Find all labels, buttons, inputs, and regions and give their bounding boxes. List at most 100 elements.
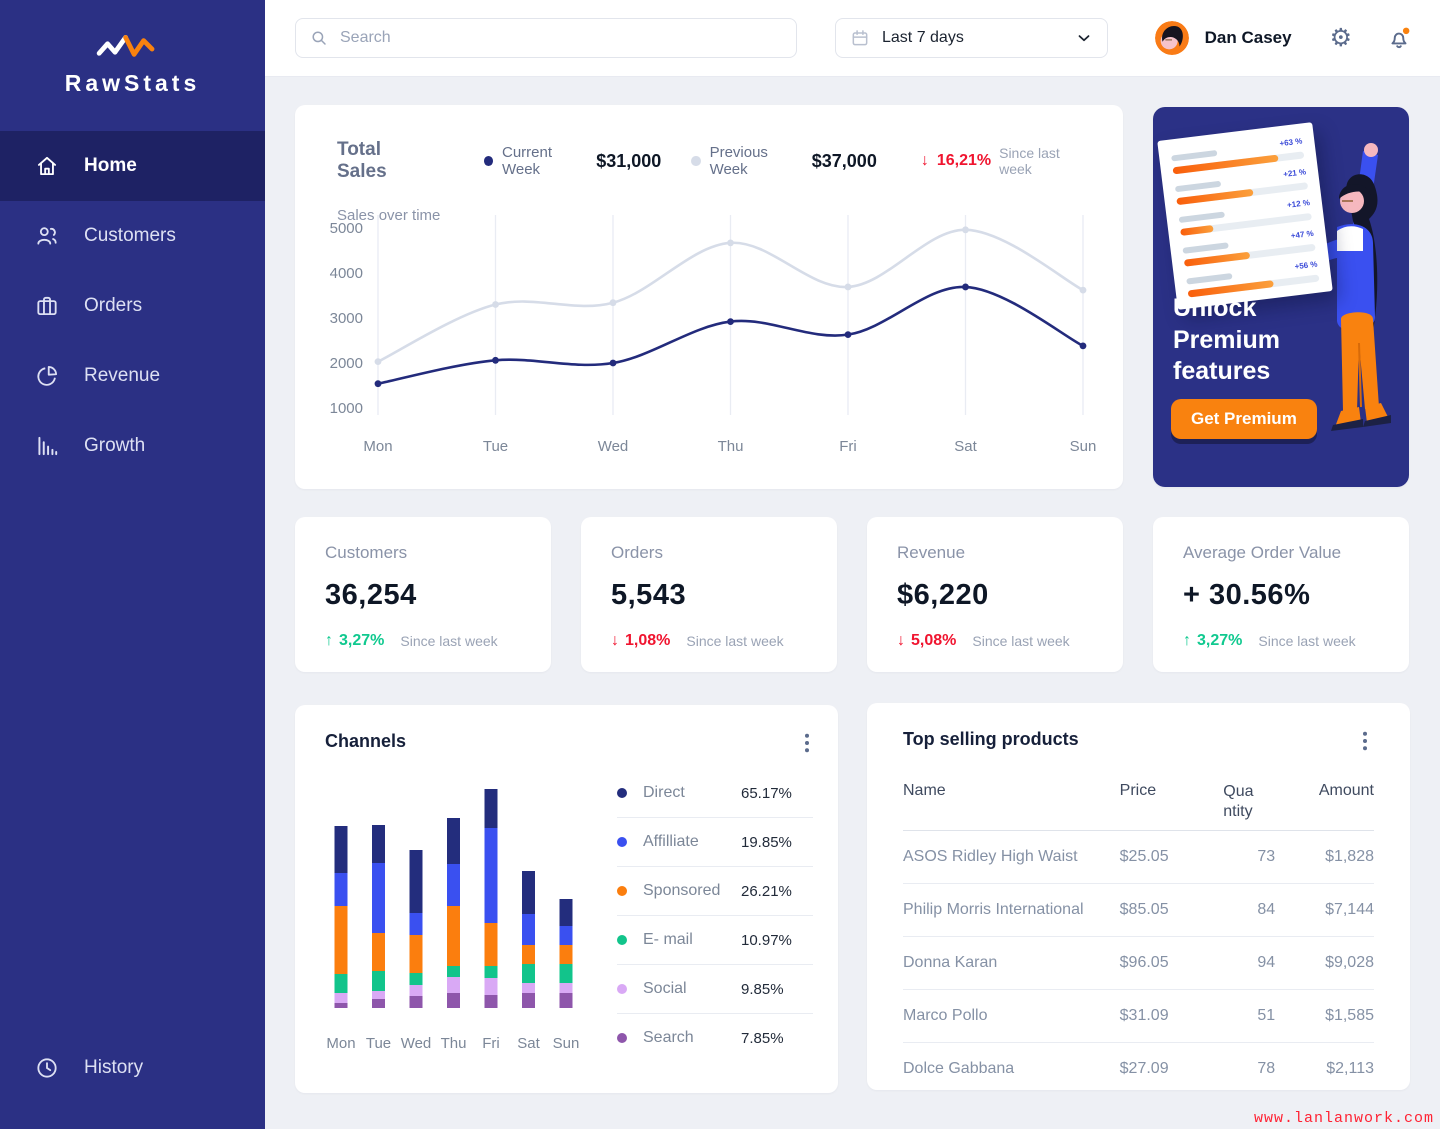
products-cell-price: $96.05 [1119,936,1224,990]
stat-card-customers: Customers 36,254 ↑ 3,27% Since last week [295,517,551,672]
channels-header: Channels [295,705,838,760]
products-cell-amount: $9,028 [1289,936,1374,990]
customers-icon [34,223,60,249]
legend-dot-icon [617,837,627,847]
products-cell-name: Philip Morris International [903,883,1120,937]
sidebar-nav: Home Customers Orders Revenue Growth [0,131,265,481]
premium-board-fill [1180,224,1214,236]
svg-text:Sat: Sat [517,1035,540,1052]
products-cell-qty: 84 [1223,883,1290,937]
premium-board-label-bar [1182,242,1229,254]
user-area: Dan Casey ⚙ [1154,0,1412,76]
products-cell-price: $31.09 [1119,989,1224,1043]
svg-text:2000: 2000 [330,355,363,372]
calendar-icon [852,30,868,46]
sidebar-item-history[interactable]: History [0,1033,265,1103]
products-cell-name: Marco Pollo [903,989,1120,1043]
watermark: www.lanlanwork.com [1253,1110,1434,1127]
legend-previous-week: Previous Week $37,000 [691,144,877,178]
table-row: Dolce Gabbana $27.09 78 $2,113 [903,1043,1374,1096]
products-header: Top selling products [903,729,1374,758]
home-icon [34,153,60,179]
user-name[interactable]: Dan Casey [1204,28,1292,47]
products-title: Top selling products [903,729,1079,749]
products-cell-qty: 51 [1223,989,1290,1043]
channels-legend-item-search: Search 7.85% [617,1014,813,1062]
arrow-up-icon: ↑ [325,632,333,649]
search-box[interactable] [295,18,797,58]
get-premium-button[interactable]: Get Premium [1171,399,1317,439]
revenue-icon [34,363,60,389]
kebab-menu-icon[interactable] [798,731,816,760]
channels-legend-label: Social [643,980,687,997]
previous-week-value: $37,000 [811,150,877,171]
avatar-image [1154,21,1189,55]
sidebar-item-label: Orders [84,295,143,316]
topbar: Last 7 days Dan Casey ⚙ [265,0,1440,77]
brand-logo: RawStats [0,0,265,97]
arrow-up-icon: ↑ [1183,632,1191,649]
svg-text:Tue: Tue [366,1035,391,1052]
products-cell-price: $27.09 [1119,1060,1169,1077]
products-cell-amount: $1,828 [1289,830,1374,884]
premium-board-percent: +56 % [1294,259,1318,272]
sidebar-item-home[interactable]: Home [0,131,265,201]
sidebar-item-orders[interactable]: Orders [0,271,265,341]
arrow-down-icon: ↓ [920,152,929,169]
stat-card-delta-value: 3,27% [339,632,385,649]
date-range-select[interactable]: Last 7 days [835,18,1108,58]
products-cell-price: $85.05 [1119,883,1224,937]
arrow-down-icon: ↓ [897,632,905,649]
current-week-dot [483,156,493,166]
svg-text:Thu: Thu [718,438,744,455]
logo-squiggle-icon [96,35,154,57]
products-table: Name Price Quantity Amount ASOS Ridley High… [903,772,1374,1095]
avatar[interactable] [1154,21,1189,55]
sidebar-item-customers[interactable]: Customers [0,201,265,271]
total-sales-title: Total Sales [337,139,387,182]
channels-title: Channels [325,731,407,751]
svg-text:Tue: Tue [483,438,508,455]
orders-icon [34,293,60,319]
sidebar-item-label: Growth [84,435,146,456]
svg-text:Sat: Sat [954,438,977,455]
svg-text:Wed: Wed [401,1035,432,1052]
products-cell-qty: 78 [1257,1060,1276,1077]
products-cell-price: $25.05 [1119,830,1224,884]
stat-card-value: $6,220 [897,579,989,611]
bell-icon[interactable] [1386,25,1412,51]
channels-legend-item-sponsored: Sponsored 26.21% [617,867,813,916]
products-cell-qty: 94 [1223,936,1290,990]
stat-card-value: 36,254 [325,579,417,611]
search-input[interactable] [338,28,782,48]
stat-card-delta: ↑ 3,27% Since last week [325,632,521,650]
sidebar-item-growth[interactable]: Growth [0,411,265,481]
search-icon [312,31,326,45]
sidebar-item-label: Customers [84,225,176,246]
products-cell-name: Donna Karan [903,936,1120,990]
stat-card-title: Average Order Value [1183,543,1342,562]
sales-line-chart: Mon Tue Wed Thu Fri Sat Sun 1000 2000 3000 4000 500… [330,215,1096,455]
stat-card-delta-value: 1,08% [625,632,671,649]
gear-icon[interactable]: ⚙ [1329,23,1352,52]
svg-text:Thu: Thu [441,1035,467,1052]
stat-card-title: Orders [611,543,663,562]
premium-board-label-bar [1186,273,1233,285]
stat-card-value: + 30.56% [1183,579,1311,611]
sales-delta-note: Since last week [999,145,1060,177]
channels-card: Channels Mon Tue Wed Thu Fri Sat Sun Direct 65.… [295,705,838,1093]
stat-card-delta: ↓ 5,08% Since last week [897,632,1093,650]
date-range-value: Last 7 days [882,29,964,46]
sidebar: RawStats Home Customers Orders Revenue Growt… [0,0,265,1129]
stat-card-orders: Orders 5,543 ↓ 1,08% Since last week [581,517,837,672]
sidebar-item-revenue[interactable]: Revenue [0,341,265,411]
premium-board-fill [1183,251,1251,267]
stat-card-delta: ↑ 3,27% Since last week [1183,632,1379,650]
products-cell-name: ASOS Ridley High Waist [903,830,1120,884]
kebab-menu-icon[interactable] [1356,729,1374,758]
premium-board-percent: +63 % [1278,136,1303,149]
stat-card-delta: ↓ 1,08% Since last week [611,632,807,650]
legend-dot-icon [617,1033,627,1043]
svg-text:Sun: Sun [553,1035,580,1052]
stat-card-delta-note: Since last week [400,633,498,649]
